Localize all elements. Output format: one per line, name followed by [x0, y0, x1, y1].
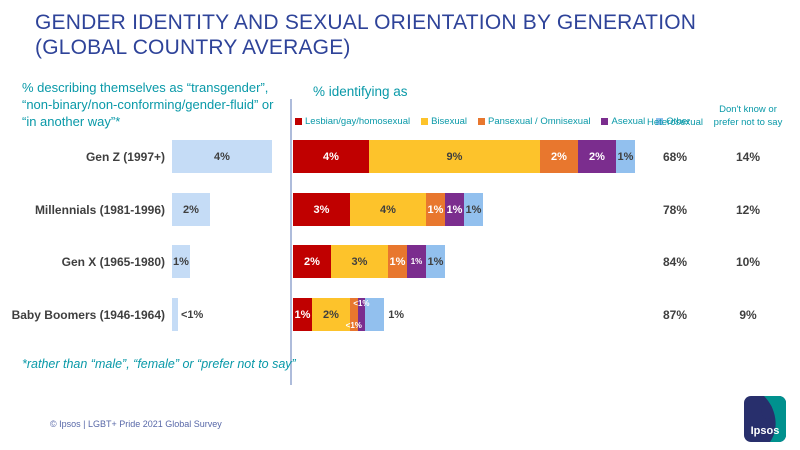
ipsos-logo: Ipsos: [744, 396, 786, 442]
legend-item: Other: [656, 116, 690, 127]
legend-label: Bisexual: [431, 116, 468, 127]
bar-segment-value: <1%: [353, 299, 370, 308]
legend-item: Asexual: [601, 116, 645, 127]
dont-know-value: 12%: [735, 202, 761, 217]
bar-segment-value: 2%: [323, 308, 339, 321]
section-divider: [290, 99, 292, 385]
footnote: *rather than “male”, “female” or “prefer…: [22, 357, 296, 371]
legend-swatch-icon: [601, 118, 609, 125]
right-chart-title: % identifying as: [313, 84, 408, 99]
bar-segment-value: 4%: [323, 150, 339, 163]
bar-segment: 1%: [426, 193, 445, 226]
bar-segment: 1%: [365, 298, 404, 331]
bar-segment-value: 2%: [551, 150, 567, 163]
bar-segment-value: 9%: [446, 150, 463, 163]
bar-segment: 1%: [293, 298, 312, 331]
left-bar: 4%: [172, 140, 272, 173]
bar-segment: <1%: [346, 298, 362, 331]
heterosexual-value: 84%: [662, 254, 688, 269]
bar-segment: 1%: [464, 193, 483, 226]
left-bar: <1%: [172, 298, 203, 331]
stacked-bar: 3% 4% 1% 1% 1%: [293, 193, 483, 226]
left-chart-title: % describing themselves as “transgender”…: [22, 80, 274, 130]
legend-swatch-icon: [656, 118, 664, 125]
bar-segment: 2%: [293, 245, 331, 278]
bar-segment-value: 1%: [465, 203, 482, 216]
legend-label: Asexual: [611, 116, 646, 127]
page-title: GENDER IDENTITY AND SEXUAL ORIENTATION B…: [35, 11, 697, 60]
heterosexual-value: 68%: [662, 149, 688, 164]
bar-segment: 1%: [445, 193, 464, 226]
legend-swatch-icon: [478, 118, 486, 125]
left-bar-value: 4%: [214, 150, 230, 163]
bar-segment-value: 1%: [617, 150, 634, 163]
bar-segment: 1%: [426, 245, 445, 278]
bar-segment-value: 1%: [427, 255, 444, 268]
ipsos-logo-icon: Ipsos: [744, 396, 786, 442]
bar-segment: 2%: [540, 140, 578, 173]
dont-know-value: 14%: [735, 149, 761, 164]
heterosexual-value: 87%: [662, 307, 688, 322]
stacked-bar: 1% 2% <1% <1% 1%: [293, 298, 404, 331]
chart-row: Gen Z (1997+) 4% 4% 9% 2% 2% 1% 68% 14%: [0, 140, 800, 173]
bar-segment: 3%: [293, 193, 350, 226]
dont-know-value: 10%: [735, 254, 761, 269]
legend-item: Bisexual: [421, 116, 467, 127]
chart-row: Millennials (1981-1996) 2% 3% 4% 1% 1% 1% 78% 12…: [0, 193, 800, 226]
left-bar: 2%: [172, 193, 210, 226]
row-label: Millennials (1981-1996): [34, 202, 165, 217]
chart-row: Gen X (1965-1980) 1% 2% 3% 1% 1% 1% 84% 10%: [0, 245, 800, 278]
column-header-heterosexual: Heterosexual: [647, 116, 703, 128]
left-bar: 1%: [172, 245, 190, 278]
ipsos-logo-text: Ipsos: [751, 425, 780, 437]
bar-segment-value: 1%: [389, 255, 406, 268]
row-label: Gen X (1965-1980): [61, 254, 165, 269]
bar-segment-value: 1%: [294, 308, 311, 321]
legend-swatch-icon: [295, 118, 302, 125]
row-label: Gen Z (1997+): [85, 149, 165, 164]
bar-segment-value: 3%: [313, 203, 330, 216]
left-bar-value: 1%: [173, 255, 189, 268]
bar-segment-value: 2%: [304, 255, 320, 268]
copyright-text: © Ipsos | LGBT+ Pride 2021 Global Survey: [50, 419, 222, 429]
left-bar-value: 2%: [183, 203, 199, 216]
bar-segment: 2%: [578, 140, 616, 173]
bar-segment: 4%: [350, 193, 426, 226]
bar-segment-value: 3%: [351, 255, 368, 268]
legend-item: Lesbian/gay/homosexual: [295, 116, 410, 127]
heterosexual-value: 78%: [662, 202, 688, 217]
stacked-bar: 4% 9% 2% 2% 1%: [293, 140, 635, 173]
bar-segment-value: 1%: [410, 257, 423, 266]
column-header-dont-know: Don't know or prefer not to say: [713, 104, 783, 128]
legend-item: Pansexual / Omnisexual: [478, 116, 590, 127]
bar-segment-value: 1%: [427, 203, 444, 216]
bar-segment: 4%: [293, 140, 369, 173]
bar-segment: 1%: [407, 245, 426, 278]
bar-segment-value: 2%: [589, 150, 605, 163]
bar-segment-value: 1%: [388, 308, 405, 321]
legend-label: Other: [666, 116, 691, 127]
bar-segment: 1%: [616, 140, 635, 173]
bar-segment: 1%: [388, 245, 407, 278]
bar-segment: 9%: [369, 140, 540, 173]
bar-segment: <1%: [353, 298, 370, 331]
left-bar-value: <1%: [181, 308, 204, 321]
bar-segment-value: 1%: [446, 203, 463, 216]
bar-segment: 2%: [312, 298, 350, 331]
stacked-bar: 2% 3% 1% 1% 1%: [293, 245, 445, 278]
bar-segment: 3%: [331, 245, 388, 278]
legend-swatch-icon: [421, 118, 429, 125]
bar-segment-value: <1%: [345, 321, 362, 330]
row-label: Baby Boomers (1946-1964): [11, 307, 165, 322]
chart-row: Baby Boomers (1946-1964) <1% 1% 2% <1% <1% 1% 8…: [0, 298, 800, 331]
legend: Lesbian/gay/homosexual Bisexual Pansexual …: [295, 116, 690, 127]
legend-label: Pansexual / Omnisexual: [488, 116, 591, 127]
dont-know-value: 9%: [739, 307, 757, 322]
legend-label: Lesbian/gay/homosexual: [305, 116, 411, 127]
bar-segment-value: 4%: [380, 203, 396, 216]
